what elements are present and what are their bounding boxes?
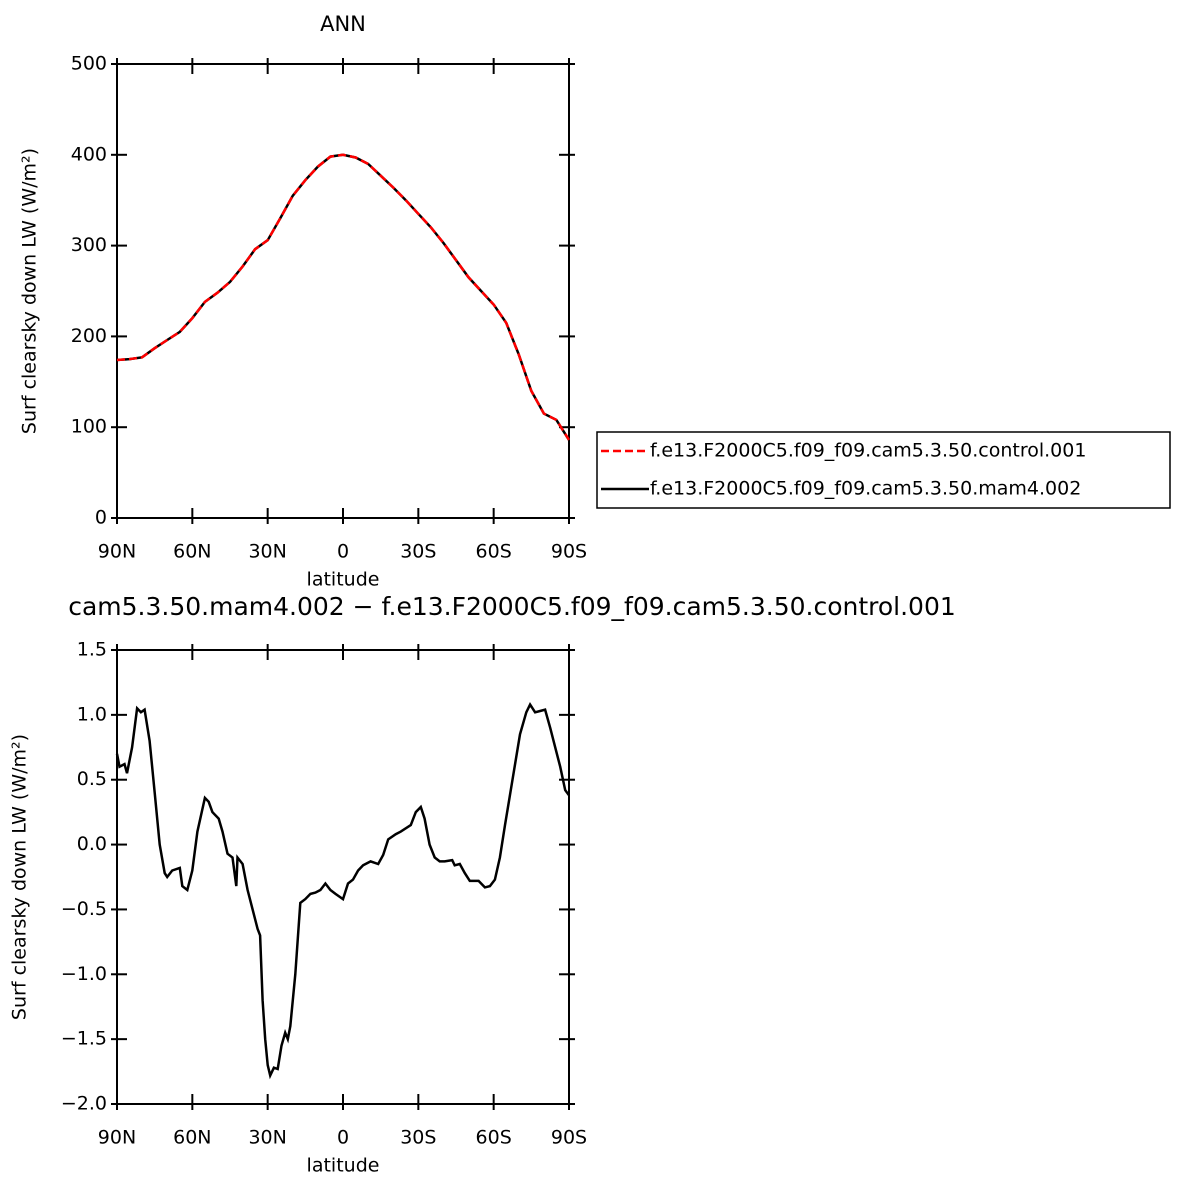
y-tick-label: −1.5	[61, 1028, 107, 1050]
legend-label: f.e13.F2000C5.f09_f09.cam5.3.50.mam4.002	[650, 478, 1081, 500]
data-line	[116, 153, 571, 441]
x-tick-label: 90N	[98, 1127, 136, 1149]
y-tick-label: 500	[71, 53, 107, 75]
y-tick-label: −0.5	[61, 898, 107, 920]
y-tick-label: 1.5	[77, 639, 107, 661]
y-tick-label: 400	[71, 143, 107, 165]
y-axis-label: Surf clearsky down LW (W/m²)	[9, 734, 31, 1020]
y-tick-label: 0	[95, 507, 107, 529]
x-tick-label: 0	[337, 1127, 349, 1149]
x-tick-label: 30N	[248, 1127, 286, 1149]
x-tick-label: 90N	[98, 541, 136, 563]
y-tick-label: 0.0	[77, 833, 107, 855]
y-tick-label: 100	[71, 416, 107, 438]
chart-title: ANN	[320, 12, 366, 36]
legend-label: f.e13.F2000C5.f09_f09.cam5.3.50.control.…	[650, 440, 1086, 462]
x-tick-label: 90S	[551, 541, 587, 563]
plot-frame	[116, 649, 570, 1105]
x-tick-label: 60N	[173, 541, 211, 563]
x-tick-label: 30N	[248, 541, 286, 563]
y-tick-label: −2.0	[61, 1093, 107, 1115]
x-tick-label: 60N	[173, 1127, 211, 1149]
plot-frame	[116, 63, 570, 519]
x-tick-label: 30S	[400, 541, 436, 563]
x-tick-label: 0	[337, 541, 349, 563]
x-tick-label: 60S	[476, 541, 512, 563]
y-tick-label: −1.0	[61, 963, 107, 985]
x-tick-label: 90S	[551, 1127, 587, 1149]
x-tick-label: 30S	[400, 1127, 436, 1149]
x-axis-label: latitude	[307, 1155, 380, 1177]
chart-title: cam5.3.50.mam4.002 − f.e13.F2000C5.f09_f…	[68, 592, 956, 621]
y-axis-label: Surf clearsky down LW (W/m²)	[19, 148, 41, 434]
x-tick-label: 60S	[476, 1127, 512, 1149]
x-axis-label: latitude	[307, 569, 380, 591]
legend-box	[596, 431, 1171, 509]
y-tick-label: 0.5	[77, 768, 107, 790]
y-tick-label: 300	[71, 234, 107, 256]
data-line	[116, 153, 571, 441]
data-line	[115, 701, 571, 1080]
y-tick-label: 1.0	[77, 703, 107, 725]
y-tick-label: 200	[71, 325, 107, 347]
